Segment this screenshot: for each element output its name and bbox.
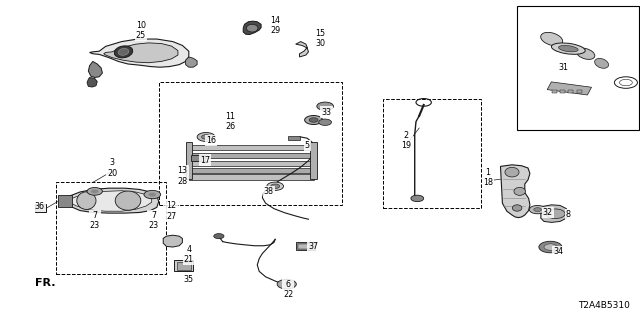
Ellipse shape [77, 192, 96, 210]
Text: 38: 38 [264, 188, 274, 196]
Bar [189, 145, 314, 150]
Polygon shape [163, 235, 182, 247]
Bar [547, 82, 591, 95]
Ellipse shape [246, 24, 258, 32]
Polygon shape [186, 57, 197, 67]
Text: 4
21: 4 21 [184, 245, 194, 264]
Text: 8: 8 [566, 210, 571, 219]
Circle shape [91, 189, 99, 193]
Polygon shape [90, 39, 189, 67]
Circle shape [214, 234, 224, 239]
Circle shape [277, 279, 296, 289]
Circle shape [546, 209, 565, 219]
Circle shape [148, 193, 156, 196]
Polygon shape [104, 43, 178, 63]
Bar [383, 99, 481, 208]
Polygon shape [67, 191, 152, 211]
Text: 33: 33 [321, 108, 332, 116]
Text: 36: 36 [35, 202, 45, 211]
Circle shape [317, 102, 333, 110]
Bar [191, 155, 205, 161]
Bar [36, 209, 40, 211]
Text: 11
26: 11 26 [225, 112, 236, 131]
Text: 16: 16 [206, 136, 216, 145]
Bar [189, 161, 314, 166]
Text: 2
19: 2 19 [401, 131, 412, 150]
Circle shape [544, 244, 557, 250]
Text: 10
25: 10 25 [136, 21, 146, 40]
Bar [58, 195, 72, 207]
Text: T2A4B5310: T2A4B5310 [579, 301, 630, 310]
Ellipse shape [552, 43, 585, 54]
Circle shape [319, 119, 332, 125]
Bar [577, 90, 582, 93]
Ellipse shape [115, 191, 141, 210]
Bar [189, 168, 314, 173]
Ellipse shape [577, 48, 595, 60]
Text: 7
23: 7 23 [90, 211, 100, 230]
Circle shape [539, 241, 562, 253]
Text: FR.: FR. [35, 278, 56, 288]
Bar [298, 244, 310, 249]
Bar [159, 82, 342, 205]
Text: 3
20: 3 20 [107, 158, 117, 178]
Circle shape [87, 188, 102, 195]
Polygon shape [541, 205, 568, 222]
Bar [288, 136, 300, 140]
Circle shape [144, 190, 161, 199]
Text: 5: 5 [305, 141, 310, 150]
Bar [552, 90, 557, 93]
Text: 1
18: 1 18 [483, 168, 493, 187]
Text: 7
23: 7 23 [148, 211, 159, 230]
Circle shape [411, 195, 424, 202]
Bar [35, 204, 46, 212]
Ellipse shape [541, 32, 563, 46]
Bar [189, 153, 314, 158]
Polygon shape [87, 77, 97, 87]
Text: 15
30: 15 30 [315, 29, 325, 48]
Text: 35: 35 [184, 276, 194, 284]
Text: 14
29: 14 29 [270, 16, 280, 35]
Ellipse shape [559, 45, 578, 52]
Circle shape [534, 208, 541, 212]
Circle shape [271, 184, 280, 188]
Polygon shape [243, 21, 261, 35]
Text: 31: 31 [558, 63, 568, 72]
Polygon shape [500, 165, 530, 218]
Bar [174, 260, 193, 271]
Circle shape [529, 205, 546, 214]
Polygon shape [59, 188, 159, 213]
Bar [177, 262, 191, 270]
Text: 34: 34 [553, 247, 563, 256]
Bar [42, 209, 46, 211]
Bar [517, 6, 639, 130]
Circle shape [305, 116, 323, 124]
Text: 12
27: 12 27 [166, 202, 177, 221]
Text: 32: 32 [543, 208, 553, 217]
Bar [186, 142, 192, 179]
Ellipse shape [514, 188, 525, 195]
Circle shape [309, 118, 318, 122]
Text: 6
22: 6 22 [283, 280, 293, 299]
Polygon shape [296, 42, 308, 57]
Ellipse shape [513, 205, 522, 211]
Text: 37: 37 [308, 242, 319, 251]
Bar [296, 242, 315, 250]
Text: 17: 17 [200, 156, 210, 164]
Circle shape [267, 182, 284, 190]
Bar [189, 174, 314, 180]
Bar [56, 182, 166, 274]
Ellipse shape [595, 59, 609, 68]
Ellipse shape [505, 167, 519, 177]
Circle shape [197, 132, 215, 141]
Bar [560, 90, 565, 93]
Ellipse shape [115, 46, 132, 58]
Polygon shape [88, 61, 102, 77]
Ellipse shape [118, 48, 129, 55]
Bar [310, 142, 317, 179]
Text: 13
28: 13 28 [177, 166, 188, 186]
Circle shape [202, 135, 211, 139]
Bar [568, 90, 573, 93]
